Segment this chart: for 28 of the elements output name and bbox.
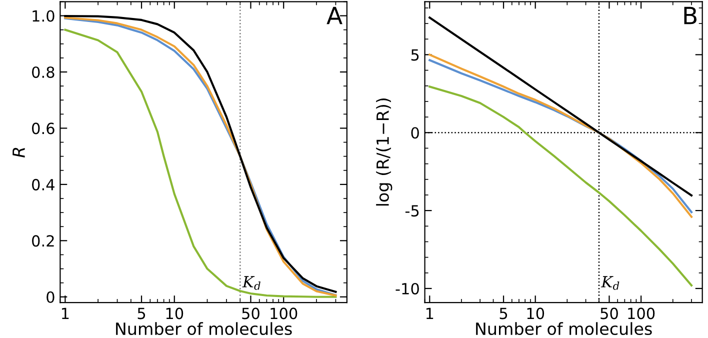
x-tick-label: 10 (166, 308, 184, 320)
x-tick-label: 1 (62, 308, 69, 319)
y-tick-label: -10 (396, 282, 419, 295)
y-tick-label: 1.0 (32, 10, 54, 22)
annotation: B (684, 6, 696, 24)
y-tick-label: 5 (411, 49, 419, 61)
ref-line-label: K$_{d}$ (242, 276, 260, 290)
x-tick-label: 50 (242, 308, 260, 320)
y-tick-label: 0.8 (32, 66, 54, 78)
x-tick-label: 10 (527, 308, 544, 320)
x-tick-label: 5 (138, 308, 146, 320)
x-tick-label: 50 (600, 308, 618, 320)
y-tick-label: 0.4 (32, 178, 54, 190)
y-tick-label: 0.2 (32, 235, 54, 247)
y-tick-label: -5 (405, 205, 419, 217)
annotation: A (326, 6, 342, 24)
y-tick-label: 0.6 (32, 122, 54, 134)
x-tick-label: 100 (270, 308, 298, 320)
x-tick-label: 1 (426, 308, 434, 319)
x-tick-label: 5 (500, 308, 508, 320)
x-axis-title: Number of molecules (476, 322, 652, 336)
x-tick-label: 100 (628, 308, 655, 320)
y-tick-label: 0 (46, 291, 54, 303)
y-axis-title: R (12, 148, 25, 158)
x-axis-title: Number of molecules (116, 322, 292, 336)
ref-line-label: K$_{d}$ (600, 276, 620, 290)
y-tick-label: 0 (411, 127, 419, 139)
y-axis-title: log (R/(1−R)) (376, 98, 392, 206)
